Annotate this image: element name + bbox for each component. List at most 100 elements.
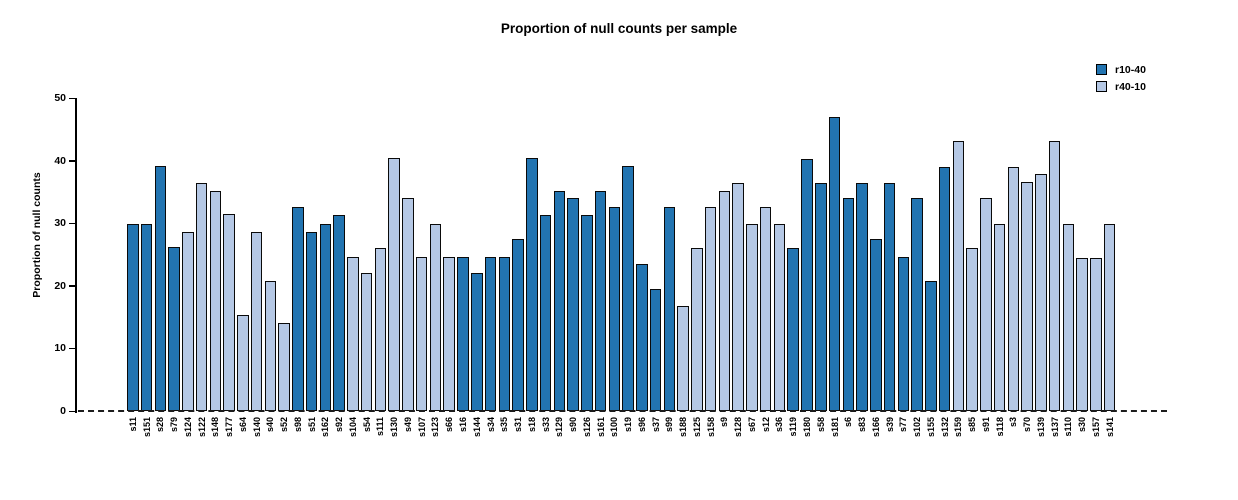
x-tick-label: s158 [705, 417, 716, 438]
bar-s52 [278, 322, 290, 411]
legend-label: r10-40 [1115, 63, 1146, 76]
bar-s90 [567, 198, 579, 411]
bar-s155 [925, 280, 937, 411]
x-tick-label: s64 [237, 417, 248, 433]
bar-s111 [374, 247, 387, 411]
bar-s19 [622, 165, 634, 411]
x-tick-label: s28 [155, 417, 166, 433]
y-tick-label: 30 [54, 217, 66, 230]
y-tick-label: 0 [60, 405, 66, 417]
bar-s39 [883, 183, 896, 411]
bar-s162 [319, 223, 332, 411]
bar-s130 [388, 158, 400, 411]
bar-s126 [581, 215, 593, 411]
bar-s99 [663, 206, 676, 411]
zero-baseline [78, 410, 1167, 412]
bar-s18 [526, 158, 538, 411]
bar-s140 [250, 231, 263, 411]
bar-s132 [938, 166, 951, 411]
legend-swatch-icon [1096, 64, 1107, 75]
y-tick-label: 20 [54, 279, 66, 292]
bar-s144 [471, 272, 483, 411]
bar-s92 [333, 215, 345, 411]
bar-s67 [746, 223, 758, 411]
bar-s30 [1076, 257, 1088, 411]
bar-s79 [168, 246, 180, 411]
y-axis-line [75, 98, 77, 413]
bar-s123 [429, 223, 442, 411]
legend-item: r40-10 [1096, 80, 1146, 93]
x-tick-label: s151 [141, 417, 152, 438]
x-tick-label: s34 [485, 417, 496, 433]
bar-s177 [223, 213, 235, 411]
x-tick-label: s139 [1035, 417, 1046, 438]
x-tick-label: s132 [939, 417, 950, 438]
x-tick-label: s12 [760, 417, 771, 433]
chart-title: Proportion of null counts per sample [500, 21, 738, 36]
x-tick-label: s3 [1008, 417, 1019, 428]
x-tick-label: s126 [581, 417, 592, 438]
bar-s100 [608, 206, 621, 411]
bar-s102 [911, 198, 923, 411]
x-tick-label: s124 [182, 417, 193, 438]
bar-s40 [264, 280, 277, 411]
bar-s70 [1021, 181, 1033, 411]
bar-s37 [649, 288, 662, 411]
x-tick-label: s181 [829, 417, 840, 438]
x-tick-label: s85 [967, 417, 978, 433]
y-tick-label: 50 [54, 92, 66, 104]
bar-s181 [828, 116, 841, 411]
x-tick-label: s37 [650, 417, 661, 433]
bar-s36 [773, 223, 786, 411]
bar-s110 [1062, 223, 1075, 411]
x-tick-label: s90 [568, 417, 579, 433]
x-tick-label: s130 [389, 417, 400, 438]
x-tick-label: s54 [361, 417, 372, 433]
x-tick-label: s159 [953, 417, 964, 438]
y-tick-mark [69, 160, 75, 162]
x-tick-label: s122 [196, 417, 207, 438]
x-tick-label: s118 [994, 417, 1005, 437]
x-tick-label: s177 [224, 417, 235, 438]
bar-s148 [209, 190, 222, 411]
bar-s3 [1007, 166, 1020, 411]
bar-s28 [154, 165, 167, 411]
x-tick-label: s77 [898, 417, 909, 433]
y-tick-mark [69, 347, 75, 350]
x-tick-label: s6 [843, 417, 854, 428]
x-tick-label: s33 [540, 417, 551, 433]
x-tick-label: s19 [623, 417, 634, 433]
bar-s125 [691, 247, 703, 411]
y-tick-mark [69, 285, 75, 287]
x-tick-label: s104 [347, 417, 358, 438]
bar-s6 [842, 198, 855, 411]
bar-s159 [952, 141, 965, 411]
bar-s58 [815, 183, 827, 411]
bar-s49 [402, 198, 414, 411]
x-tick-label: s119 [788, 417, 799, 437]
bar-s91 [980, 198, 992, 411]
x-tick-label: s91 [980, 417, 991, 433]
bar-s11 [127, 223, 139, 411]
bar-s31 [512, 239, 524, 411]
x-tick-label: s155 [925, 417, 936, 438]
x-tick-label: s51 [306, 417, 317, 433]
bar-s124 [182, 231, 194, 411]
bar-s64 [237, 314, 249, 411]
x-tick-label: s129 [554, 417, 565, 438]
legend-swatch-icon [1096, 81, 1107, 92]
bar-s139 [1035, 173, 1047, 411]
x-tick-label: s125 [691, 417, 702, 438]
bar-s83 [856, 183, 868, 411]
x-tick-label: s35 [499, 417, 510, 433]
bar-s96 [636, 263, 648, 411]
x-tick-label: s31 [513, 417, 524, 433]
x-tick-label: s18 [526, 417, 537, 433]
x-tick-label: s49 [402, 417, 413, 433]
x-tick-label: s102 [912, 417, 923, 438]
x-tick-label: s9 [719, 417, 730, 428]
x-tick-label: s188 [678, 417, 689, 438]
bar-s122 [195, 183, 208, 411]
bar-s34 [484, 257, 497, 411]
bar-s119 [787, 247, 799, 411]
